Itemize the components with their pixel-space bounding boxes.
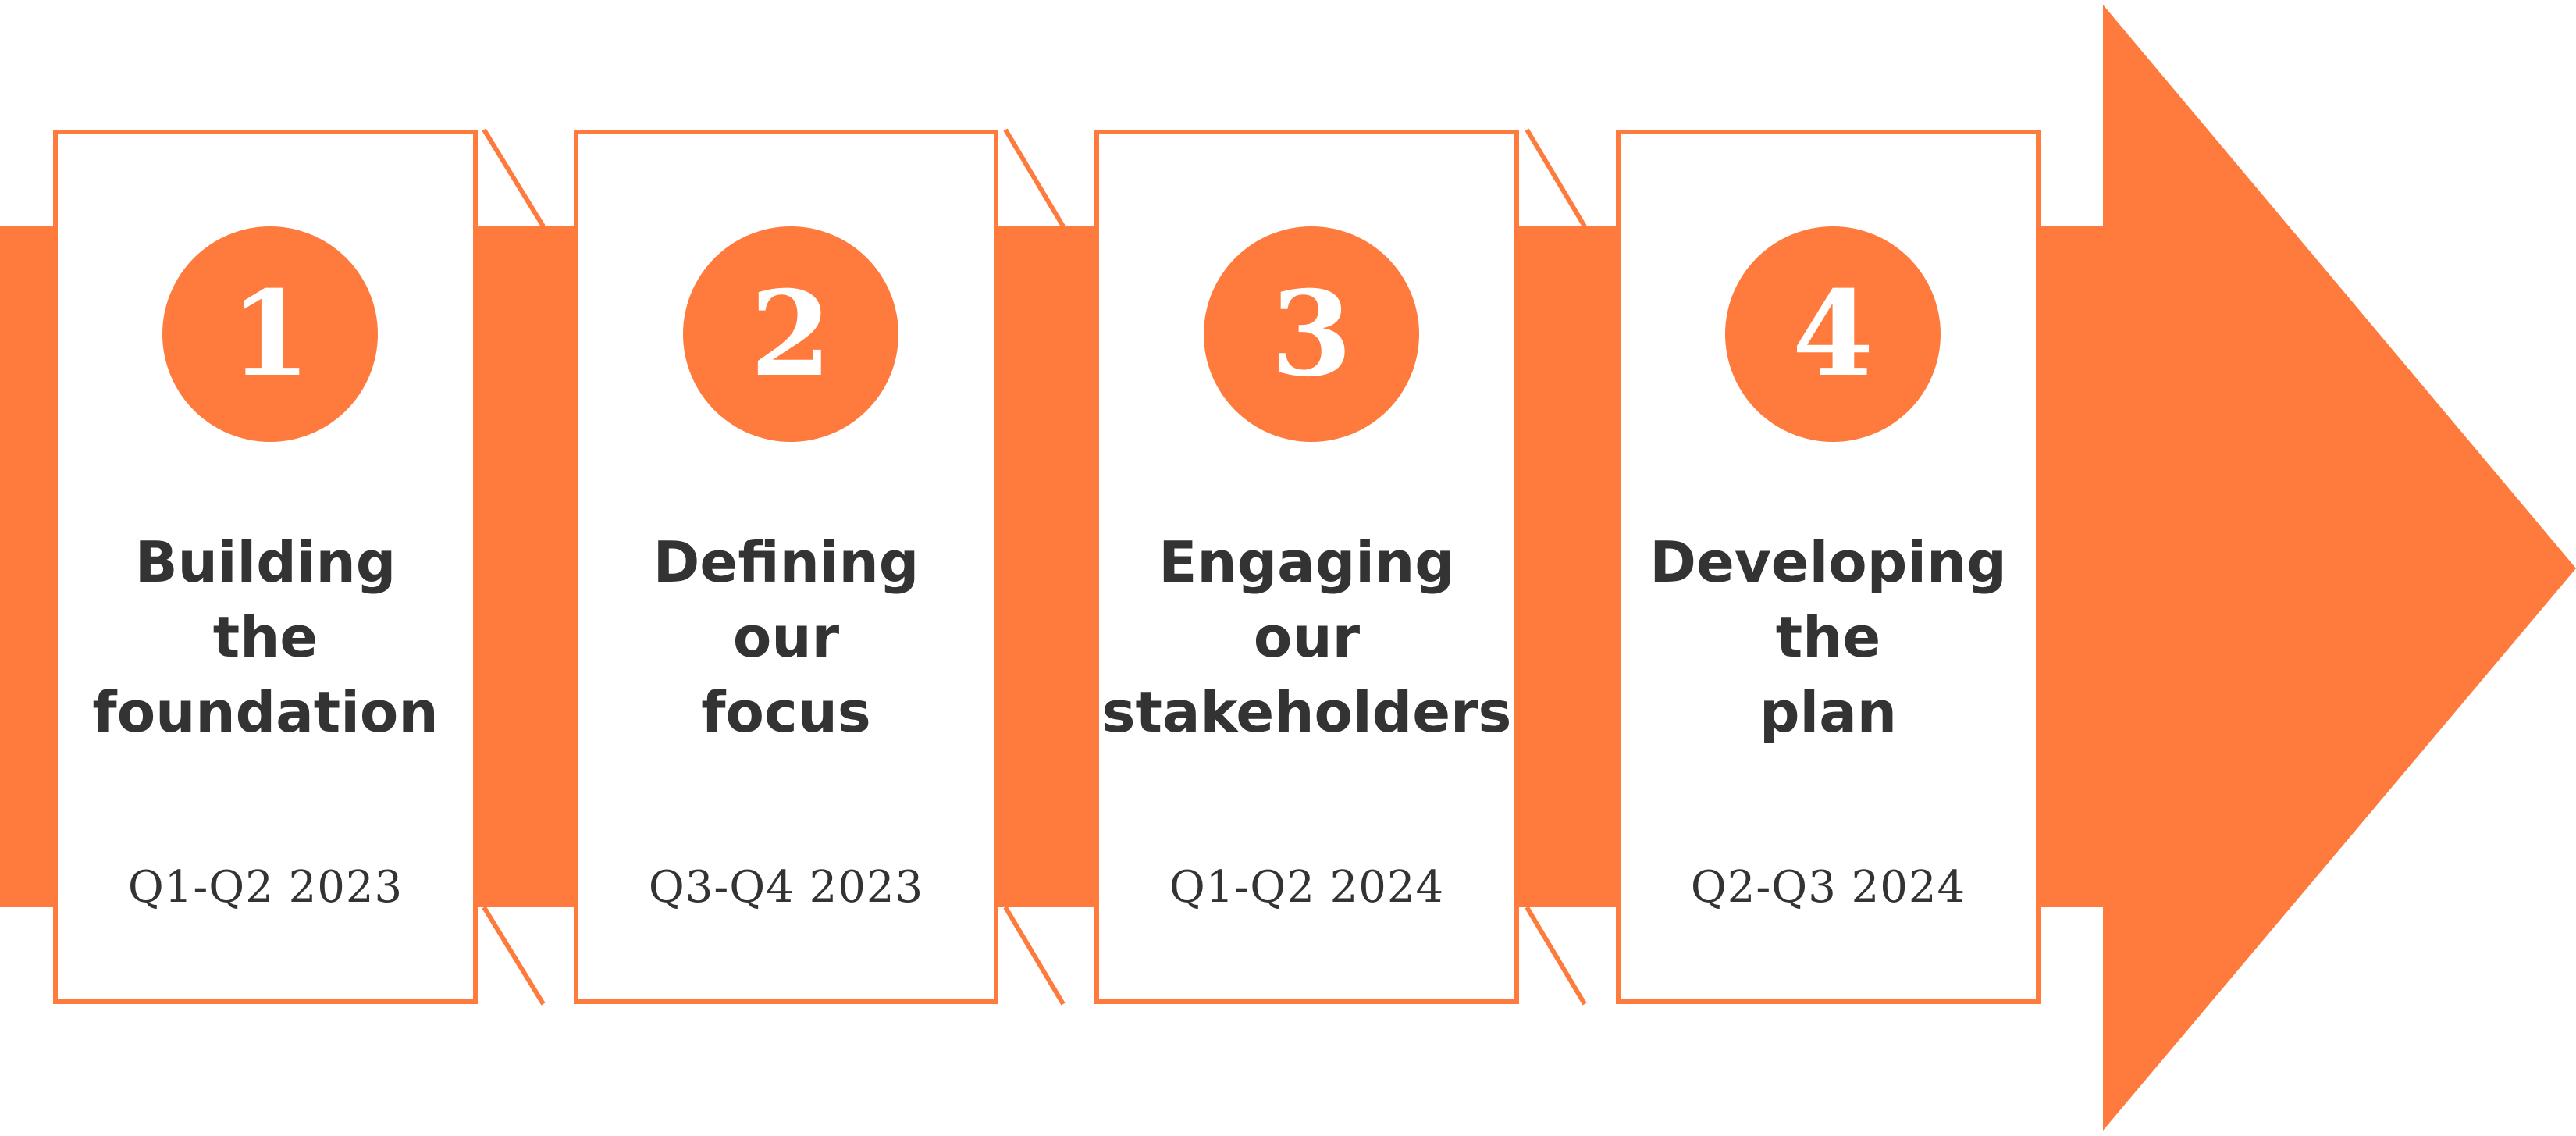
step-title-line: the <box>212 604 318 670</box>
step-title-line: Engaging <box>1158 529 1455 595</box>
step-title-line: plan <box>1759 679 1898 745</box>
step-date: Q2-Q3 2024 <box>1690 862 1966 913</box>
step-card-1: 1 Building the foundation Q1-Q2 2023 <box>53 130 478 1004</box>
step-title-line: our <box>732 604 840 670</box>
step-card-2: 2 Defining our focus Q3-Q4 2023 <box>574 130 998 1004</box>
arrow-head <box>2103 5 2576 1131</box>
fold-connector-1-2 <box>482 128 546 1006</box>
fold-connector-2-3 <box>1003 128 1066 1006</box>
step-title: Building the foundation <box>58 525 473 750</box>
step-card-4: 4 Developing the plan Q2-Q3 2024 <box>1616 130 2041 1004</box>
step-number-badge: 1 <box>162 226 378 442</box>
step-date: Q1-Q2 2023 <box>127 862 404 913</box>
step-number-badge: 3 <box>1204 226 1419 442</box>
step-title: Engaging our stakeholders <box>1099 525 1514 750</box>
step-title: Defining our focus <box>578 525 994 750</box>
step-title-line: foundation <box>92 679 439 745</box>
step-title: Developing the plan <box>1621 525 2036 750</box>
step-title-line: Developing <box>1649 529 2007 595</box>
step-number: 1 <box>229 265 311 403</box>
step-title-line: our <box>1253 604 1361 670</box>
step-card-3: 3 Engaging our stakeholders Q1-Q2 2024 <box>1094 130 1519 1004</box>
step-number: 2 <box>749 265 832 403</box>
step-title-line: stakeholders <box>1101 679 1512 745</box>
fold-connector-3-4 <box>1525 128 1587 1006</box>
step-date: Q1-Q2 2024 <box>1169 862 1445 913</box>
step-title-line: focus <box>701 679 871 745</box>
step-number: 3 <box>1270 265 1353 403</box>
step-number: 4 <box>1791 265 1874 403</box>
step-title-line: Building <box>134 529 397 595</box>
step-title-line: the <box>1775 604 1881 670</box>
step-date: Q3-Q4 2023 <box>648 862 924 913</box>
step-number-badge: 4 <box>1725 226 1941 442</box>
step-title-line: Defining <box>653 529 920 595</box>
step-number-badge: 2 <box>683 226 898 442</box>
